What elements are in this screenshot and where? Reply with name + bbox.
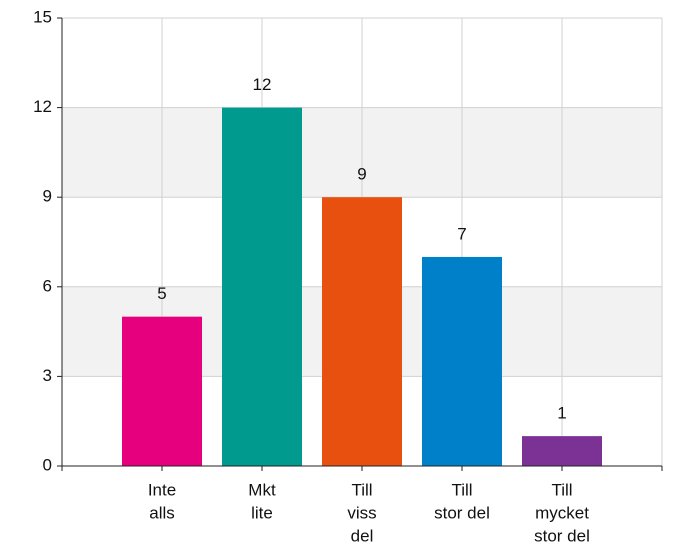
x-tick-label: stor del xyxy=(434,503,490,522)
x-tick-label: Mkt xyxy=(248,480,276,499)
x-tick-label: alls xyxy=(149,503,175,522)
x-tick-label: Till xyxy=(351,480,372,499)
y-tick-label: 15 xyxy=(33,7,52,26)
x-tick-label: Inte xyxy=(148,480,176,499)
x-tick-label: viss xyxy=(347,503,376,522)
data-label: 5 xyxy=(157,284,166,303)
x-tick-label: stor del xyxy=(534,526,590,545)
data-label: 12 xyxy=(253,75,272,94)
data-label: 1 xyxy=(557,404,566,423)
data-label: 9 xyxy=(357,165,366,184)
y-tick-label: 9 xyxy=(43,187,52,206)
x-tick-label: Till xyxy=(451,480,472,499)
x-tick-label: Till xyxy=(551,480,572,499)
bar xyxy=(522,436,602,466)
y-tick-label: 6 xyxy=(43,276,52,295)
x-tick-label: lite xyxy=(251,503,273,522)
y-tick-label: 12 xyxy=(33,97,52,116)
data-label: 7 xyxy=(457,224,466,243)
bar xyxy=(422,256,502,466)
x-tick-label: del xyxy=(351,526,374,545)
bar xyxy=(222,107,302,466)
x-tick-label: mycket xyxy=(535,503,589,522)
bar xyxy=(122,316,202,466)
bar xyxy=(322,197,402,466)
y-tick-label: 3 xyxy=(43,366,52,385)
y-tick-label: 0 xyxy=(43,455,52,474)
